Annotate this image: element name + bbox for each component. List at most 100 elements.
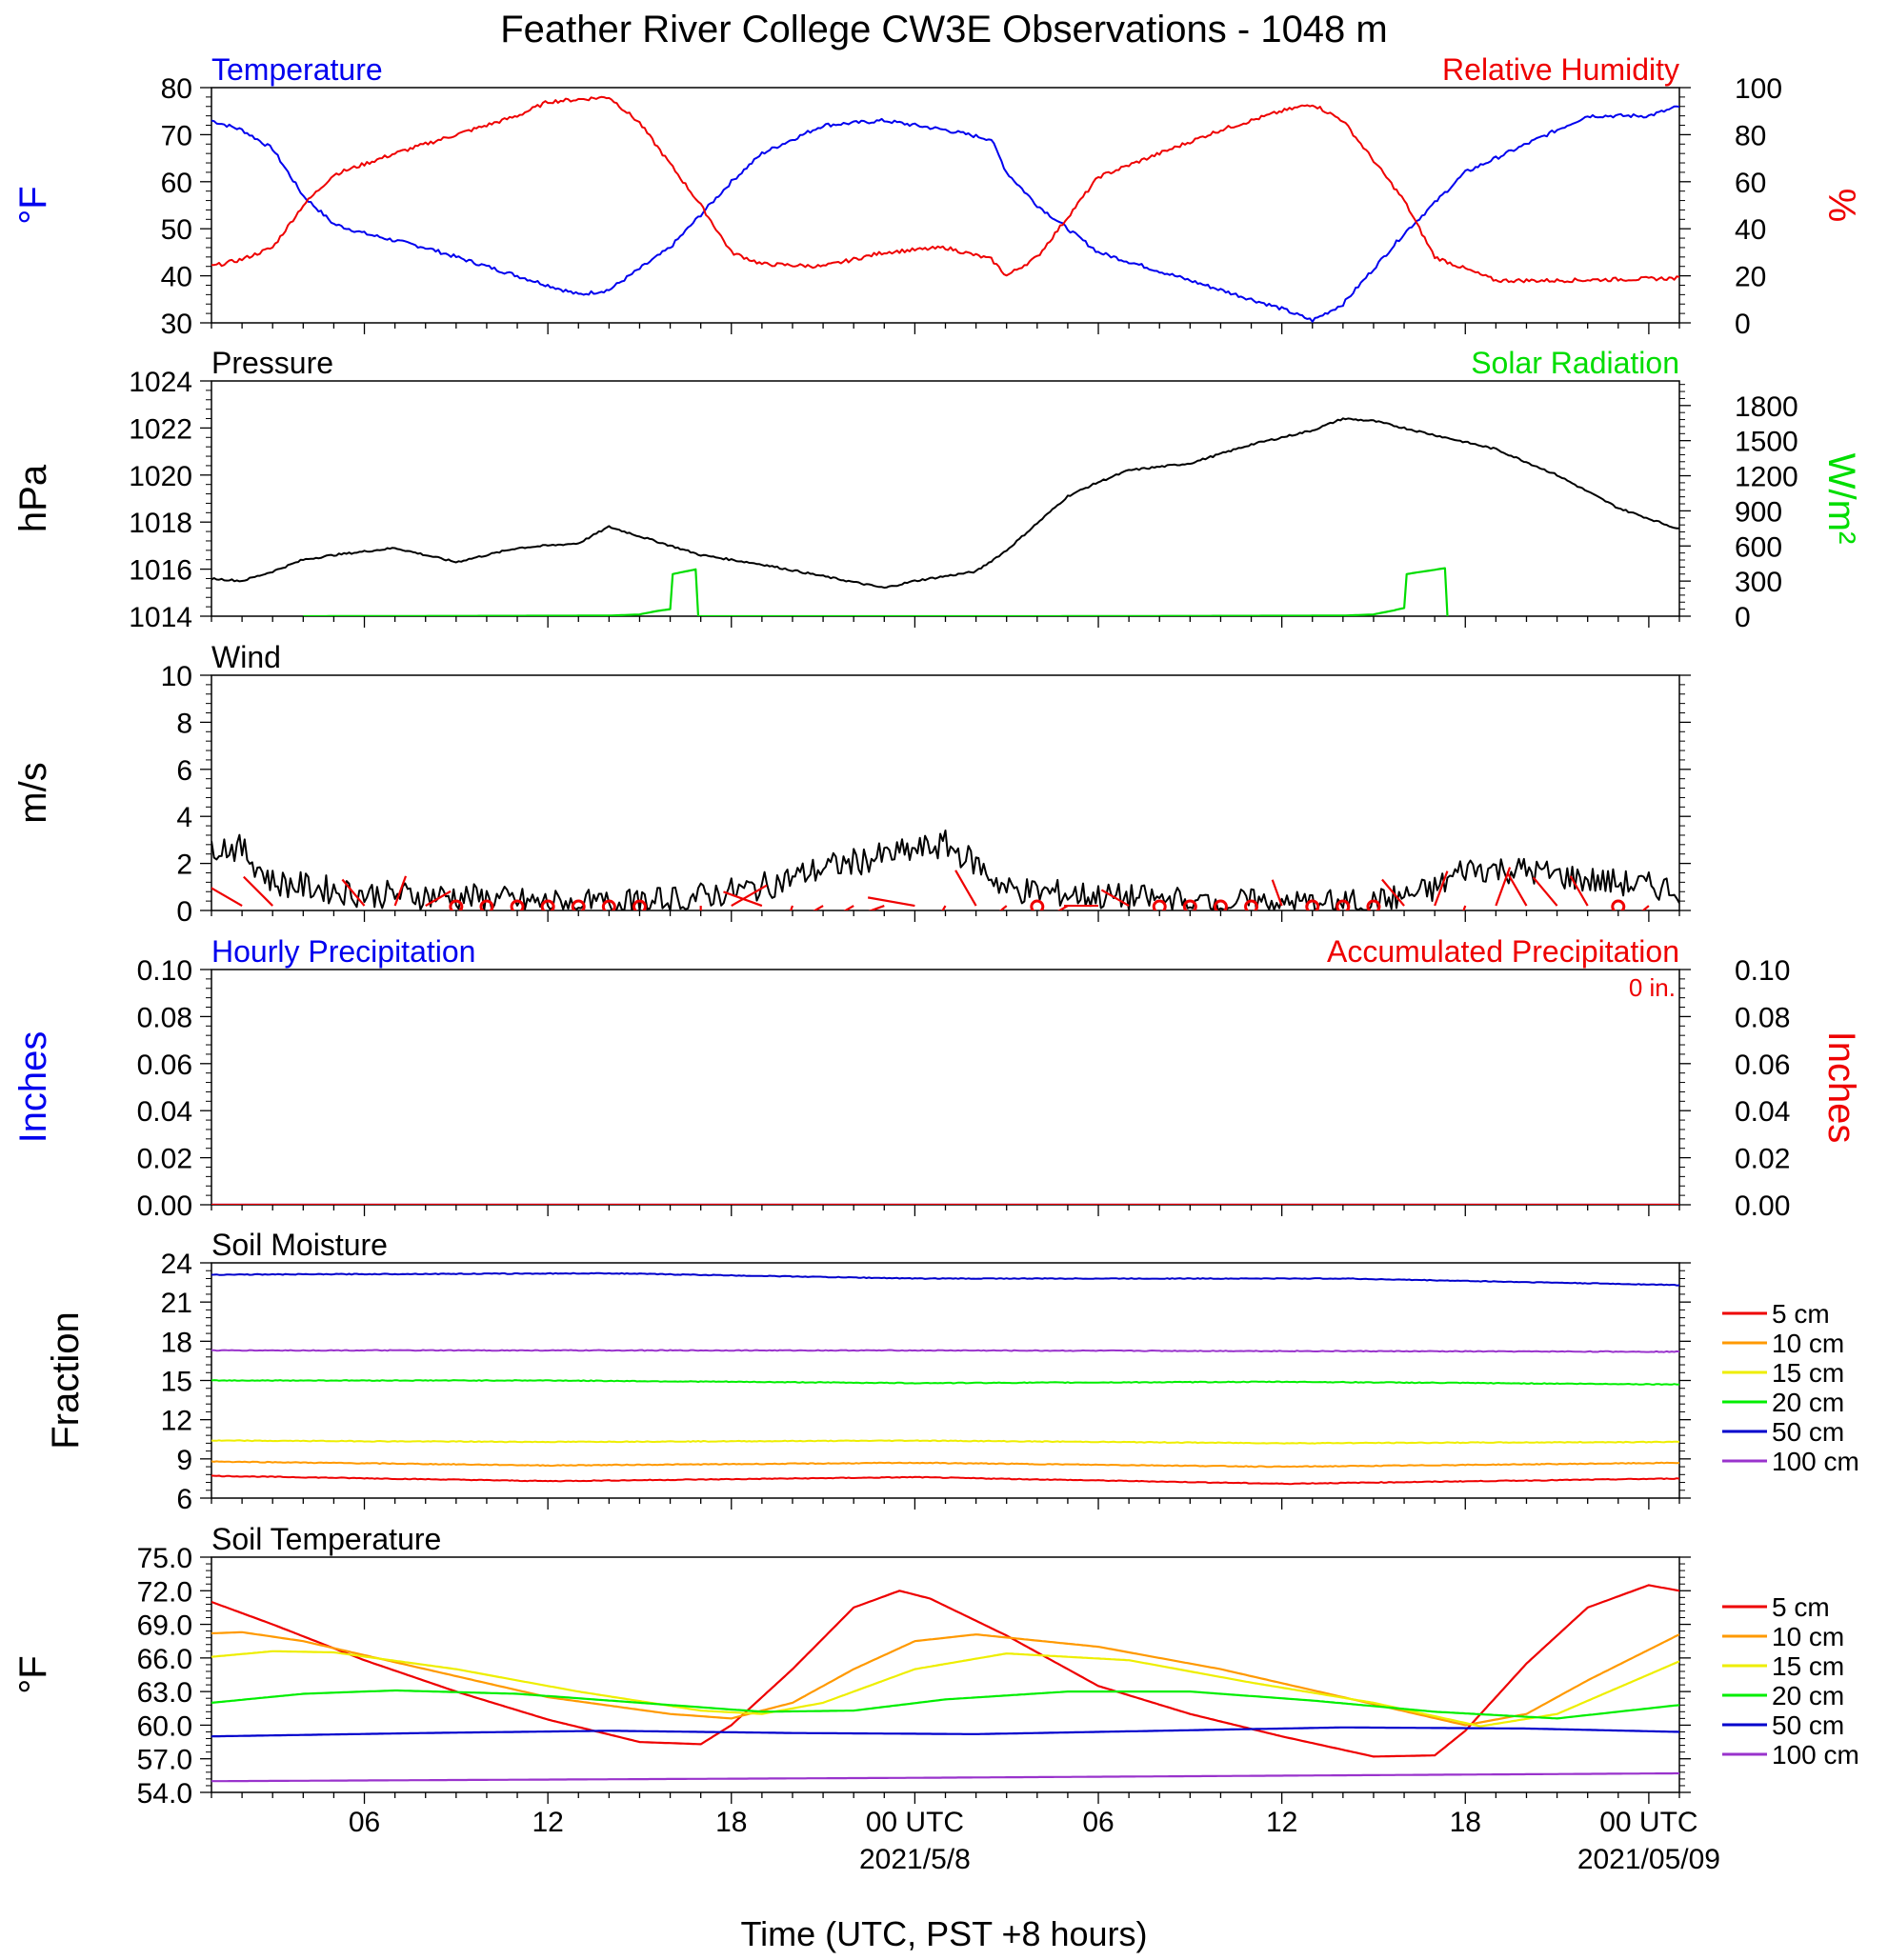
y-tick-label-left: 1024 xyxy=(129,367,192,398)
y-tick-label-left: 4 xyxy=(176,802,192,833)
x-tick-label: 12 xyxy=(532,1807,563,1838)
plot-frame xyxy=(211,969,1680,1206)
wind-barb xyxy=(1100,889,1130,908)
y-tick-label-right: 900 xyxy=(1735,496,1782,528)
legend-label: 10 cm xyxy=(1772,1329,1844,1358)
wind-calm-marker xyxy=(632,899,647,910)
wind-calm-marker xyxy=(510,899,525,910)
y-tick-label-right: 60 xyxy=(1735,168,1766,199)
y-tick-label-left: 21 xyxy=(161,1288,192,1319)
y-tick-label-left: 30 xyxy=(161,309,192,340)
panel-precip: 0.00 0.02 0.04 0.06 0.08 0.10 0.00 0.02 0.04 0.06… xyxy=(12,934,1862,1222)
y-tick-label-right: 1200 xyxy=(1735,462,1798,493)
wind-barb xyxy=(999,905,1008,910)
wind-barb xyxy=(211,887,243,908)
y-tick-label-left: 0.00 xyxy=(137,1190,192,1222)
y-tick-label-right: 0.08 xyxy=(1735,1002,1790,1033)
wind-calm-marker xyxy=(1244,899,1259,910)
y-tick-label-right: 0.10 xyxy=(1735,955,1790,987)
legend-label: 5 cm xyxy=(1772,1592,1830,1622)
legend-label: 10 cm xyxy=(1772,1622,1844,1651)
y-tick-label-right: 100 xyxy=(1735,73,1782,105)
y-tick-label-left: 0.02 xyxy=(137,1144,192,1175)
panel-wind: 0 2 4 6 8 10 Wind m/s xyxy=(12,640,1691,928)
x-tick-label: 00 UTC xyxy=(866,1807,964,1838)
series-line-20cm xyxy=(211,1379,1679,1386)
y-unit-left: Inches xyxy=(12,1031,54,1144)
series-line-1 xyxy=(303,567,1449,616)
series-group xyxy=(211,1584,1679,1783)
y-tick-label-left: 15 xyxy=(161,1367,192,1398)
panel-temp_rh: 30 40 50 60 70 80 0 20 40 60 80 100 Temperature Relat… xyxy=(12,52,1862,340)
wind-barb xyxy=(731,884,768,908)
wind-calm-marker xyxy=(1611,899,1626,910)
wind-calm-marker xyxy=(1182,899,1197,910)
wind-barb xyxy=(1506,871,1528,907)
y-tick-label-left: 1020 xyxy=(129,461,192,492)
y-tick-label-right: 80 xyxy=(1735,120,1766,151)
legend-label: 20 cm xyxy=(1772,1681,1844,1710)
y-tick-label-right: 0.04 xyxy=(1735,1096,1790,1128)
panel-title-left: Pressure xyxy=(211,346,333,380)
y-tick-label-left: 69.0 xyxy=(137,1610,192,1642)
x-axis-label: Time (UTC, PST +8 hours) xyxy=(740,1914,1147,1953)
y-tick-label-left: 66.0 xyxy=(137,1644,192,1675)
plot-frame xyxy=(211,87,1680,324)
panel-title-left: Wind xyxy=(211,640,281,674)
legend-label: 100 cm xyxy=(1772,1740,1859,1770)
series-group xyxy=(211,1271,1679,1486)
panel-soil_temp: 54.057.060.063.066.069.072.075.0 Soil Tem… xyxy=(12,1522,1859,1810)
legend-label: 15 cm xyxy=(1772,1651,1844,1681)
x-tick-label: 18 xyxy=(715,1807,747,1838)
wind-barb xyxy=(425,890,452,908)
x-axis: 06 12 18 00 UTC 2021/5/8 06 12 18 00 UTC 2021/05/… xyxy=(349,1807,1720,1875)
wind-barb xyxy=(723,890,763,908)
y-tick-label-left: 2 xyxy=(176,850,192,881)
y-tick-label-right: 600 xyxy=(1735,531,1782,563)
wind-barb xyxy=(813,905,824,910)
y-tick-label-left: 0 xyxy=(176,896,192,928)
legend-label: 50 cm xyxy=(1772,1417,1844,1447)
y-tick-label-left: 9 xyxy=(176,1445,192,1476)
y-tick-label-left: 12 xyxy=(161,1406,192,1437)
series-line-100cm xyxy=(211,1349,1679,1353)
wind-barb xyxy=(1434,870,1449,907)
series-line-100cm xyxy=(211,1771,1679,1783)
y-tick-label-right: 1500 xyxy=(1735,427,1798,458)
y-tick-label-left: 0.06 xyxy=(137,1050,192,1081)
panel-title-left: Soil Moisture xyxy=(211,1228,388,1262)
y-unit-left: °F xyxy=(12,1655,54,1693)
y-unit-left: Fraction xyxy=(45,1311,87,1450)
wind-calm-marker xyxy=(449,899,464,910)
wind-calm-marker xyxy=(571,899,586,910)
y-unit-left: m/s xyxy=(12,762,54,823)
y-unit-left: hPa xyxy=(12,464,54,532)
y-unit-right: % xyxy=(1820,189,1862,223)
y-tick-label-right: 0.02 xyxy=(1735,1144,1790,1175)
y-unit-right: W/m² xyxy=(1820,453,1862,545)
y-tick-label-left: 57.0 xyxy=(137,1745,192,1776)
wind-calm-marker xyxy=(1030,899,1045,910)
y-tick-label-left: 0.08 xyxy=(137,1002,192,1033)
series-line-15cm xyxy=(211,1439,1679,1445)
series-line-0 xyxy=(211,830,1679,910)
plot-frame xyxy=(211,380,1680,617)
x-tick-label: 18 xyxy=(1450,1807,1481,1838)
wind-barb xyxy=(954,870,977,907)
x-tick-label: 06 xyxy=(349,1807,380,1838)
precip-total: 0 in. xyxy=(1629,973,1676,1002)
y-tick-label-left: 6 xyxy=(176,755,192,787)
panel-title-right: Solar Radiation xyxy=(1471,346,1679,380)
wind-barb xyxy=(393,875,408,907)
y-tick-label-right: 0.00 xyxy=(1735,1190,1790,1222)
panel-title-right: Accumulated Precipitation xyxy=(1327,934,1679,969)
y-tick-label-left: 6 xyxy=(176,1484,192,1515)
series-group xyxy=(211,417,1679,616)
x-tick-label: 00 UTC xyxy=(1599,1807,1697,1838)
wind-barb xyxy=(1532,876,1558,907)
series-line-50cm xyxy=(211,1271,1679,1287)
series-line-15cm xyxy=(211,1650,1679,1728)
series-line-0 xyxy=(211,105,1679,323)
legend-label: 50 cm xyxy=(1772,1710,1844,1740)
